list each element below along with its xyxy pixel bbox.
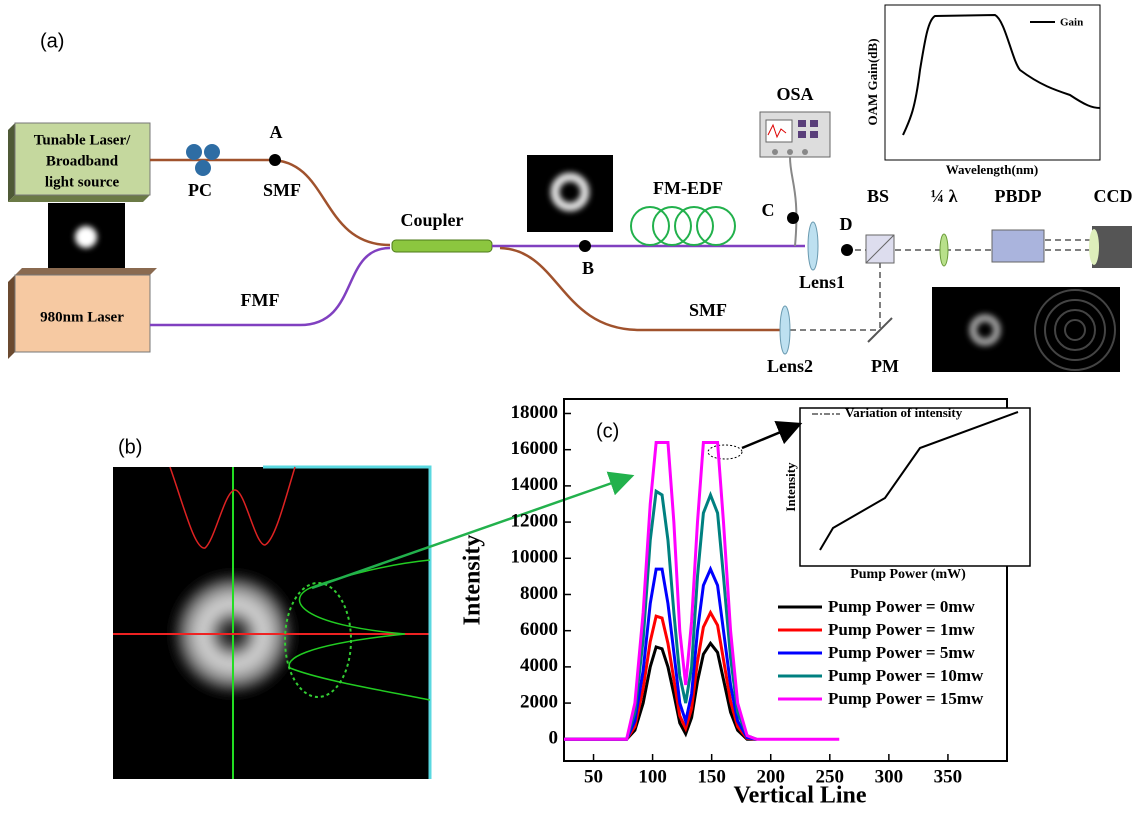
legend-label: Pump Power = 1mw: [828, 620, 975, 639]
y-tick-label: 16000: [511, 438, 559, 459]
component-label: Broadband: [46, 153, 119, 169]
component-label: CCD: [1094, 186, 1133, 206]
panel-label: (c): [596, 420, 619, 442]
component-label: PBDP: [995, 186, 1042, 206]
x-tick-label: 150: [697, 766, 726, 787]
fiber-label: SMF: [263, 180, 301, 200]
y-tick-label: 12000: [511, 510, 559, 531]
y-tick-label: 10000: [511, 547, 559, 568]
y-axis-label: Intensity: [460, 535, 486, 626]
y-tick-label: 4000: [520, 655, 558, 676]
point-label: C: [762, 200, 775, 220]
legend-label: Pump Power = 0mw: [828, 597, 975, 616]
x-tick-label: 50: [584, 766, 603, 787]
y-tick-label: 6000: [520, 619, 558, 640]
x-tick-label: 300: [875, 766, 904, 787]
point-label: B: [582, 258, 594, 278]
point-label: A: [270, 122, 283, 142]
x-axis-label: Vertical Line: [733, 783, 866, 809]
legend-label: Pump Power = 5mw: [828, 643, 975, 662]
inset-legend: Variation of intensity: [845, 405, 963, 420]
setup-diagram: Tunable Laser/ Broadband light source 98…: [8, 5, 1133, 376]
component-label: FM-EDF: [653, 178, 723, 198]
inset-y-label: Intensity: [783, 462, 798, 512]
y-tick-label: 2000: [520, 691, 558, 712]
y-tick-label: 18000: [511, 402, 559, 423]
x-tick-label: 350: [934, 766, 963, 787]
panel-label: (a): [40, 30, 64, 52]
component-label: ¼ λ: [931, 186, 958, 206]
component-label: Lens1: [799, 272, 845, 292]
component-label: 980nm Laser: [40, 309, 124, 325]
intensity-chart: 18000 16000 14000 12000 10000 8000 6000 4000 200…: [460, 399, 1031, 809]
figure: (a) (b) (c) Tunable Laser/ Broadband lig…: [0, 0, 1139, 813]
y-tick-label: 0: [549, 728, 559, 749]
legend-label: Gain: [1060, 17, 1083, 29]
axis-label: OAM Gain(dB): [865, 38, 880, 125]
component-label: OSA: [776, 84, 813, 104]
component-label: PM: [871, 356, 899, 376]
component-label: BS: [867, 186, 889, 206]
fiber-label: FMF: [241, 290, 280, 310]
point-label: D: [840, 214, 853, 234]
component-label: Lens2: [767, 356, 813, 376]
component-label: PC: [188, 180, 212, 200]
component-label: light source: [45, 174, 120, 190]
component-label: Coupler: [401, 210, 464, 230]
axis-label: Wavelength(nm): [946, 162, 1038, 177]
legend-label: Pump Power = 15mw: [828, 689, 984, 708]
y-tick-label: 14000: [511, 474, 559, 495]
panel-label: (b): [118, 436, 142, 458]
fiber-label: SMF: [689, 300, 727, 320]
inset-x-label: Pump Power (mW): [850, 567, 966, 582]
legend-label: Pump Power = 10mw: [828, 666, 984, 685]
y-tick-label: 8000: [520, 583, 558, 604]
x-tick-label: 100: [638, 766, 667, 787]
component-label: Tunable Laser/: [34, 132, 131, 148]
